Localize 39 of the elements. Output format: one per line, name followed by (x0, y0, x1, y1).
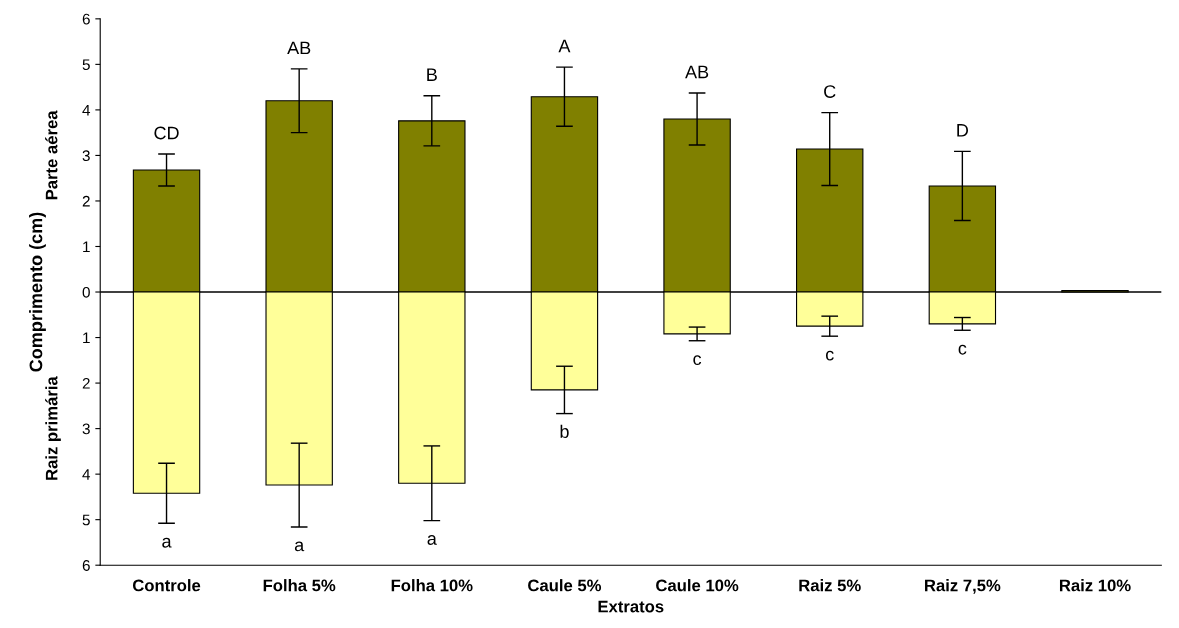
annotation: b (560, 424, 569, 438)
annotation: c (958, 344, 967, 355)
y-tick-label: 4 (82, 104, 91, 116)
x-tick-label: Folha 5% (263, 579, 336, 592)
x-tick-label: Raiz 5% (799, 579, 861, 592)
y-tick-label: 3 (82, 423, 90, 435)
x-tick-label: Controle (132, 579, 201, 592)
annotation: B (427, 68, 437, 81)
y-tick-label: 5 (82, 514, 90, 526)
y-axis-title: Comprimento (cm) (29, 212, 46, 372)
annotation: a (162, 537, 172, 548)
annotation: CD (154, 126, 179, 140)
x-tick-label: Folha 10% (391, 579, 473, 592)
annotation: c (825, 350, 834, 361)
x-tick-label: Raiz 10% (1059, 579, 1131, 592)
y-tick-label: 2 (82, 377, 90, 389)
annotation: AB (287, 41, 311, 55)
annotation: C (824, 85, 836, 98)
annotation: a (427, 535, 437, 545)
text: Parte aérea (45, 110, 58, 200)
x-tick-label: Caule 5% (528, 579, 602, 592)
y-tick-label: 0 (82, 286, 90, 298)
x-tick-label: Raiz 7,5% (925, 579, 1001, 594)
y-tick-label: 2 (82, 195, 90, 207)
y-tick-label: 3 (82, 150, 90, 162)
y-tick-label: 5 (82, 59, 90, 71)
annotation: AB (685, 65, 709, 79)
annotation: a (294, 541, 305, 552)
y-tick-label: 4 (82, 469, 91, 480)
y-tick-label: 1 (83, 241, 90, 253)
y-tick-label: 6 (82, 560, 90, 571)
x-tick-label: Caule 10% (656, 579, 739, 592)
x-axis-title: Extratos (598, 600, 664, 613)
text: Raiz primária (45, 376, 61, 480)
y-tick-label: 6 (82, 13, 90, 25)
annotation: A (558, 39, 571, 53)
y-tick-label: 1 (83, 332, 90, 344)
annotation: D (957, 124, 969, 137)
annotation: c (693, 355, 702, 366)
